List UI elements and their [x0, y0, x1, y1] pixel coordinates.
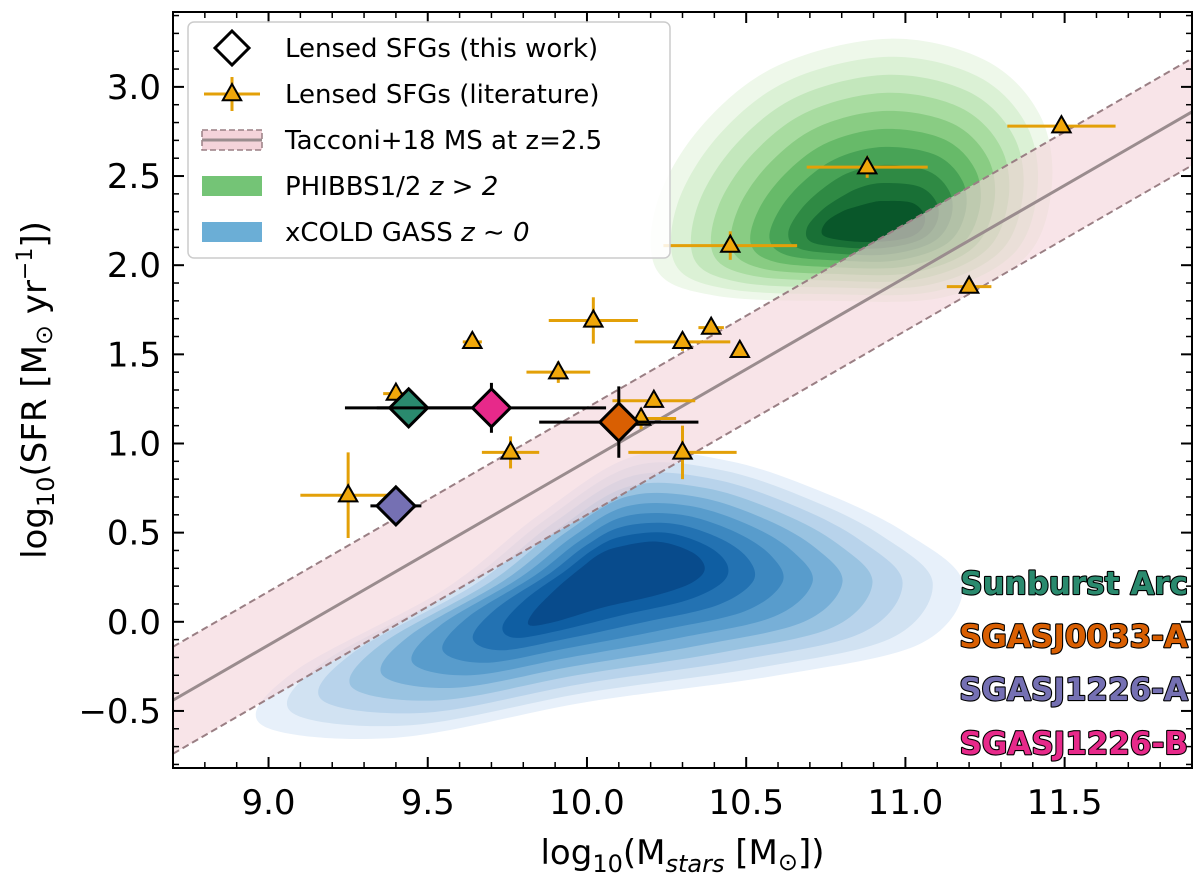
literature-marker	[700, 315, 723, 335]
legend-diamond-icon	[212, 28, 252, 68]
this-work-point	[539, 386, 699, 458]
legend-entry: Lensed SFGs (literature)	[204, 77, 600, 111]
legend-green-patch-icon	[202, 176, 262, 196]
legend-entry: Tacconi+18 MS at z=2.5	[201, 126, 602, 156]
annotation-label: SGASJ1226-B	[960, 726, 1188, 762]
axes: 9.0 9.5 10.0 10.5 11.0 11.5 −0.5 0.0 0.5 1.0 1.5 2.…	[13, 11, 1193, 876]
y-tick-label: 2.5	[107, 157, 161, 197]
legend-label: Tacconi+18 MS at z=2.5	[284, 126, 602, 156]
literature-marker	[499, 440, 522, 460]
legend-entry: PHIBBS1/2 z > 2	[202, 172, 498, 202]
legend-label: xCOLD GASS z ∼ 0	[285, 218, 530, 248]
y-tick-label: 1.0	[107, 424, 161, 464]
literature-point	[698, 315, 724, 335]
y-tick-label: 0.5	[107, 514, 161, 554]
literature-marker	[337, 483, 360, 503]
annotations: Sunburst Arc SGASJ0033-A SGASJ1226-A SGASJ1…	[958, 565, 1189, 763]
x-tick-label: 10.0	[549, 783, 625, 823]
literature-point	[634, 329, 731, 351]
x-tick-label: 11.0	[868, 783, 944, 823]
literature-marker	[671, 440, 694, 460]
this-work-point	[370, 484, 422, 528]
literature-point	[806, 155, 928, 178]
literature-point	[526, 360, 591, 383]
literature-point	[461, 329, 484, 350]
y-tick-label: 3.0	[107, 68, 161, 108]
ms-line	[173, 110, 1192, 702]
this-work-marker	[597, 400, 640, 444]
x-tick-label: 11.5	[1027, 783, 1103, 823]
legend-blue-patch-icon	[202, 222, 262, 242]
literature-marker	[1050, 114, 1073, 134]
literature-point	[612, 388, 696, 408]
annotation-label: Sunburst Arc	[960, 566, 1188, 602]
y-tick-label: −0.5	[78, 692, 161, 732]
literature-marker	[958, 274, 981, 294]
y-tick-label: 0.0	[107, 603, 161, 643]
literature-point	[481, 436, 540, 469]
y-axis-label-group: log10(SFR [M⊙ yr−1])	[13, 221, 60, 559]
this-work-point	[376, 382, 607, 433]
x-tick-label: 9.5	[401, 783, 455, 823]
legend-entry: xCOLD GASS z ∼ 0	[202, 218, 530, 248]
legend-box	[187, 21, 671, 259]
literature-point	[628, 425, 737, 480]
x-axis-label: log10(Mstars [M⊙])	[540, 833, 824, 876]
literature-marker	[728, 338, 751, 358]
annotation-label: SGASJ0033-A	[959, 619, 1188, 655]
literature-point	[946, 274, 992, 294]
literature-point	[663, 231, 798, 260]
y-axis-label: log10(SFR [M⊙ yr−1])	[13, 221, 60, 559]
literature-point	[548, 297, 638, 344]
this-work-points	[344, 382, 699, 528]
legend-entry: Lensed SFGs (this work)	[212, 28, 598, 68]
legend-label: PHIBBS1/2 z > 2	[285, 172, 498, 202]
literature-marker	[719, 233, 742, 253]
ms-upper-dashed	[173, 57, 1192, 648]
x-tick-label: 10.5	[708, 783, 784, 823]
y-tick-label: 1.5	[107, 335, 161, 375]
density-contours	[255, 38, 1053, 739]
literature-point	[300, 452, 396, 538]
contour-blue-9	[527, 541, 705, 626]
y-tick-label: 2.0	[107, 246, 161, 286]
literature-marker	[671, 329, 694, 350]
legend-triangle-icon	[221, 81, 243, 102]
literature-marker	[547, 360, 570, 380]
literature-marker	[642, 388, 665, 408]
literature-marker	[856, 155, 879, 175]
annotation-label: SGASJ1226-A	[959, 672, 1188, 708]
literature-marker	[582, 308, 605, 328]
literature-point	[728, 338, 751, 358]
legend: Lensed SFGs (this work) Lensed SFGs (lite…	[187, 21, 671, 259]
literature-point	[1007, 114, 1116, 134]
literature-points	[300, 114, 1116, 538]
legend-label: Lensed SFGs (this work)	[285, 34, 598, 64]
this-work-marker	[374, 484, 418, 528]
literature-marker	[461, 329, 484, 350]
this-work-marker	[470, 386, 513, 429]
legend-label: Lensed SFGs (literature)	[285, 80, 600, 110]
x-tick-label: 9.0	[241, 783, 295, 823]
